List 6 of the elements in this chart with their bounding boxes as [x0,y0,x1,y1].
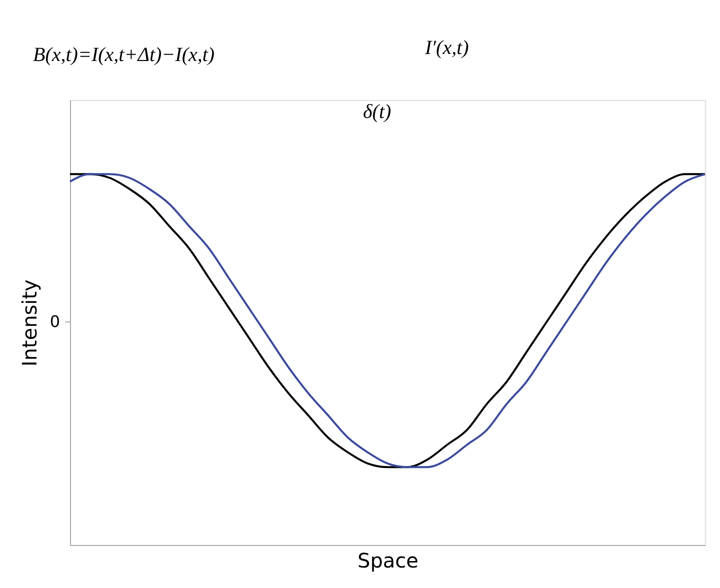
text: 0 [50,312,60,331]
text: I′(x,t) [424,37,470,59]
text: B(x,t)=I(x,t+Δt)−I(x,t) [33,44,215,66]
x-axis-title: Space [358,548,418,572]
text: δ(t) [363,101,392,123]
y-axis-title: Intensity [18,279,42,367]
